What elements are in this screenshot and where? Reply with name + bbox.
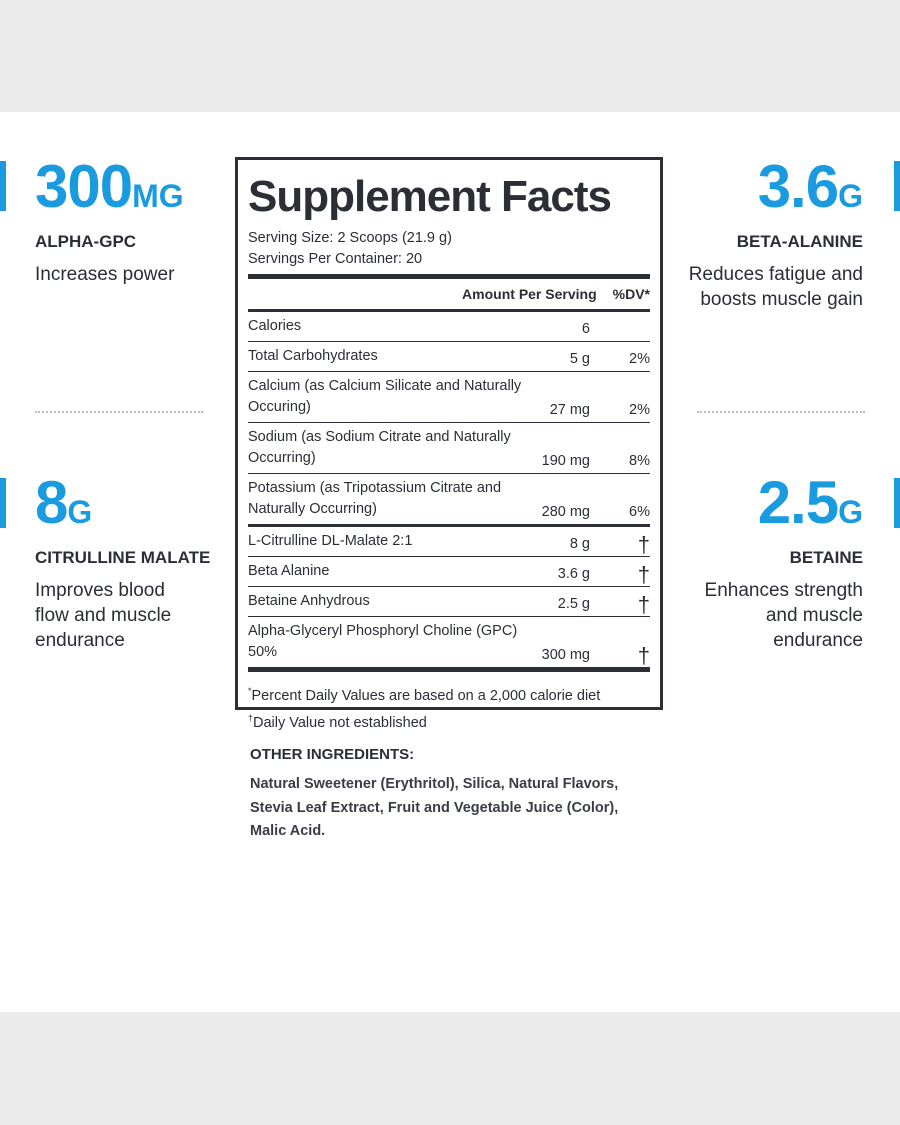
facts-row: L-Citrulline DL-Malate 2:1 8 g † <box>248 527 650 557</box>
nutrient-amount: 190 mg <box>541 453 590 469</box>
stat-betaine: 2.5G BETAINE Enhances strength and muscl… <box>683 473 863 653</box>
nutrient-name: L-Citrulline DL-Malate 2:1 <box>248 533 413 549</box>
facts-footnotes: *Percent Daily Values are based on a 2,0… <box>248 667 650 734</box>
facts-title: Supplement Facts <box>248 172 612 221</box>
stat-description: Improves blood flow and muscle endurance <box>35 580 172 651</box>
nutrient-dv: 6% <box>629 504 650 520</box>
nutrient-dv: † <box>637 592 650 617</box>
column-amount: Amount Per Serving <box>462 286 597 302</box>
facts-row: Potassium (as Tripotassium Citrate and N… <box>248 474 650 527</box>
other-ingredients-text: Natural Sweetener (Erythritol), Silica, … <box>250 776 619 839</box>
nutrient-amount: 27 mg <box>549 402 590 418</box>
nutrient-amount: 3.6 g <box>557 566 590 582</box>
nutrient-name: Sodium (as Sodium Citrate and Naturally … <box>248 429 511 466</box>
column-dv: %DV* <box>612 286 650 302</box>
divider-thick <box>248 274 650 279</box>
stat-value: 3.6G <box>757 153 863 220</box>
facts-row: Betaine Anhydrous 2.5 g † <box>248 587 650 617</box>
stat-description: Reduces fatigue and boosts muscle gain <box>688 264 863 310</box>
footnote-daily-values: *Percent Daily Values are based on a 2,0… <box>248 686 601 704</box>
nutrient-dv: † <box>637 532 650 557</box>
nutrient-dv: 2% <box>629 402 650 418</box>
divider-medium <box>248 309 650 312</box>
serving-info: Serving Size: 2 Scoops (21.9 g) Servings… <box>248 228 650 270</box>
stat-description: Increases power <box>35 264 175 285</box>
stat-value: 300MG <box>35 153 184 220</box>
stat-name: BETAINE <box>789 548 863 567</box>
nutrient-dv: 2% <box>629 351 650 367</box>
nutrient-amount: 5 g <box>569 351 590 367</box>
divider-left <box>35 411 203 413</box>
nutrient-amount: 300 mg <box>541 647 590 663</box>
facts-row: Calories 6 <box>248 312 650 342</box>
stat-citrulline-malate: 8G CITRULLINE MALATE Improves blood flow… <box>35 473 225 653</box>
facts-row: Sodium (as Sodium Citrate and Naturally … <box>248 423 650 474</box>
stat-name: CITRULLINE MALATE <box>35 548 211 567</box>
nutrient-name: Calcium (as Calcium Silicate and Natural… <box>248 378 522 415</box>
stat-beta-alanine: 3.6G BETA-ALANINE Reduces fatigue and bo… <box>683 157 863 312</box>
facts-row: Beta Alanine 3.6 g † <box>248 557 650 587</box>
facts-row: Total Carbohydrates 5 g 2% <box>248 342 650 372</box>
footnote-not-established: †Daily Value not established <box>248 712 427 731</box>
nutrient-name: Potassium (as Tripotassium Citrate and N… <box>248 480 502 517</box>
nutrient-name: Calories <box>248 318 302 334</box>
stat-alpha-gpc: 300MG ALPHA-GPC Increases power <box>35 157 225 287</box>
divider-right <box>697 411 865 413</box>
stat-name: ALPHA-GPC <box>35 232 137 251</box>
other-ingredients-heading: OTHER INGREDIENTS: <box>250 746 415 763</box>
servings-per-container: Servings Per Container: 20 <box>248 251 423 267</box>
accent-bar-bottom-right <box>894 478 900 528</box>
nutrient-name: Total Carbohydrates <box>248 348 378 364</box>
facts-row: Alpha-Glyceryl Phosphoryl Choline (GPC) … <box>248 617 650 667</box>
facts-rows: Calories 6 Total Carbohydrates 5 g 2% Calcium… <box>248 312 650 667</box>
nutrient-amount: 2.5 g <box>557 596 590 612</box>
nutrient-amount: 280 mg <box>541 504 590 520</box>
nutrient-amount: 6 <box>581 321 590 337</box>
serving-size: Serving Size: 2 Scoops (21.9 g) <box>248 230 452 246</box>
stat-unit: MG <box>132 178 184 214</box>
nutrient-amount: 8 g <box>569 536 590 552</box>
stat-unit: G <box>67 494 93 530</box>
accent-bar-top-left <box>0 161 6 211</box>
accent-bar-top-right <box>894 161 900 211</box>
supplement-facts-label: Supplement Facts Serving Size: 2 Scoops … <box>235 157 663 731</box>
nutrient-dv: † <box>637 562 650 587</box>
facts-row: Calcium (as Calcium Silicate and Natural… <box>248 372 650 423</box>
nutrient-name: Betaine Anhydrous <box>248 593 370 609</box>
facts-table-header: Amount Per Serving %DV* <box>248 279 650 309</box>
nutrient-dv: 8% <box>629 453 650 469</box>
stat-name: BETA-ALANINE <box>736 232 863 251</box>
stat-value: 2.5G <box>757 469 863 536</box>
nutrient-dv: † <box>637 643 650 668</box>
stat-description: Enhances strength and muscle endurance <box>704 580 863 651</box>
other-ingredients: OTHER INGREDIENTS: Natural Sweetener (Er… <box>250 746 650 844</box>
stat-unit: G <box>838 494 863 530</box>
accent-bar-bottom-left <box>0 478 6 528</box>
nutrient-name: Beta Alanine <box>248 563 330 579</box>
stat-value: 8G <box>35 469 93 536</box>
nutrient-name: Alpha-Glyceryl Phosphoryl Choline (GPC) … <box>248 623 518 660</box>
nutrient-dv <box>590 337 650 341</box>
stat-unit: G <box>838 178 863 214</box>
